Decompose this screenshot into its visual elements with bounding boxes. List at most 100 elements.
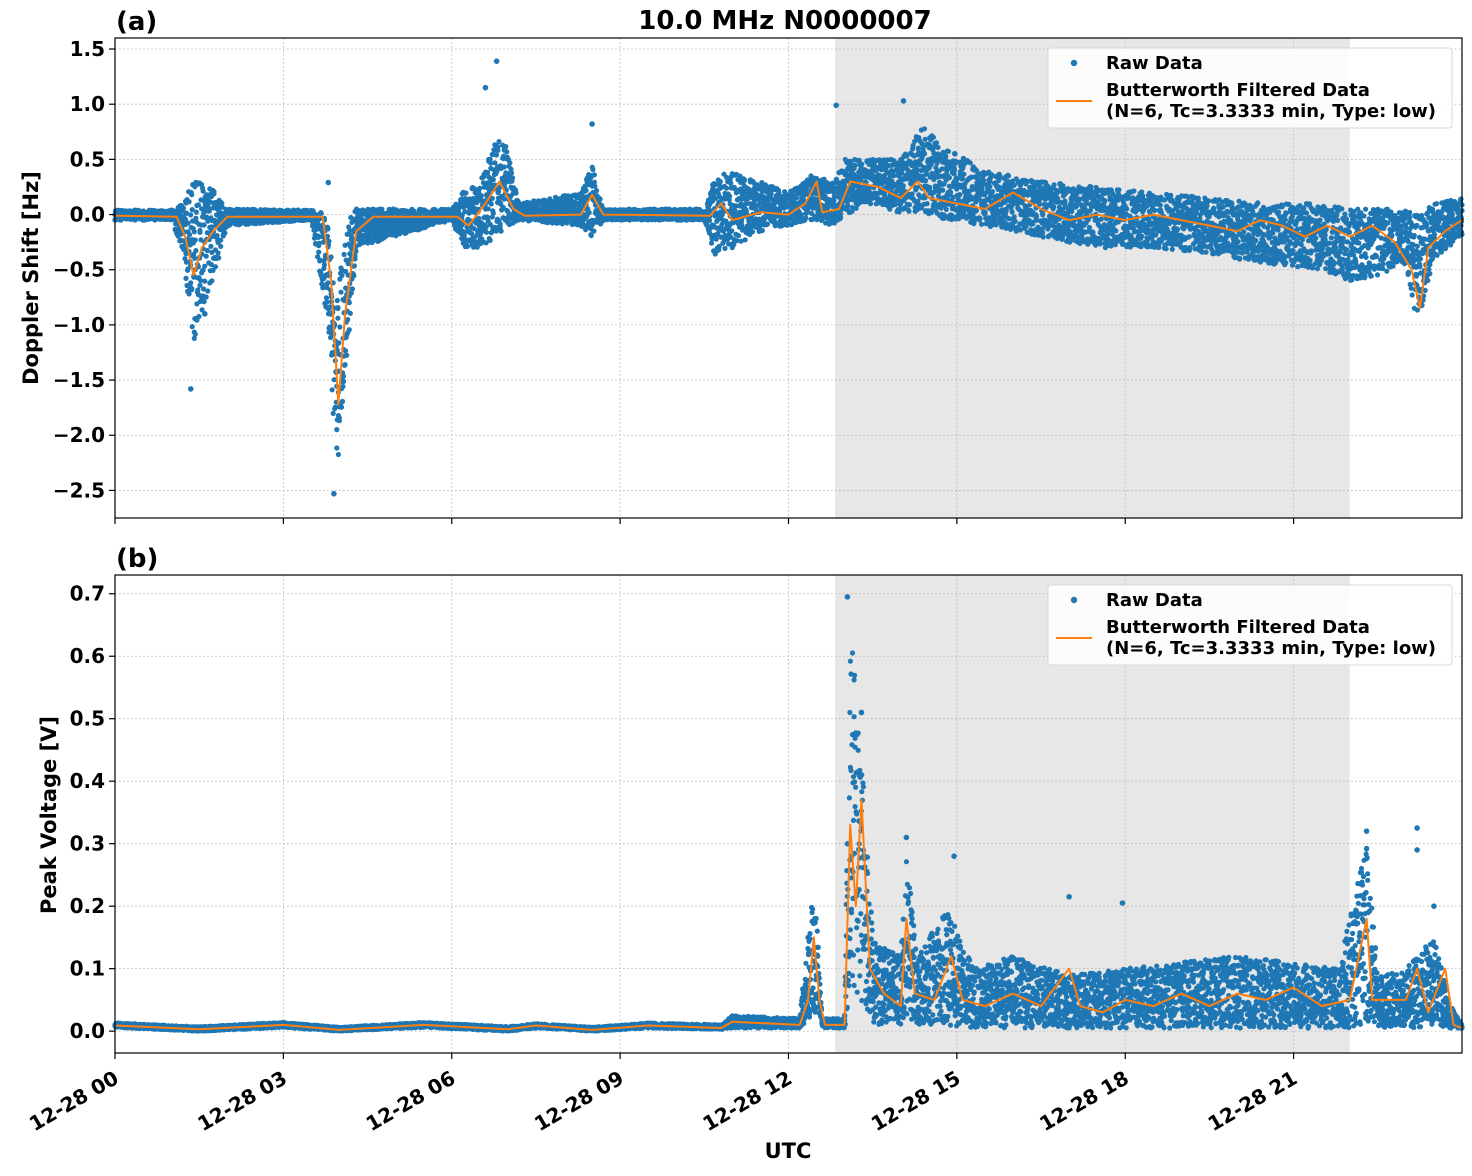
raw-data-point: [499, 229, 504, 234]
raw-data-point: [901, 183, 906, 188]
raw-data-point: [923, 137, 928, 142]
raw-data-point: [718, 179, 723, 184]
raw-data-point: [503, 144, 508, 149]
raw-data-point: [893, 202, 898, 207]
raw-data-point: [322, 262, 327, 267]
raw-data-point: [192, 229, 197, 234]
raw-data-point: [923, 178, 928, 183]
raw-data-point: [504, 149, 509, 154]
raw-data-point: [186, 221, 191, 226]
raw-data-point: [216, 250, 221, 255]
raw-data-point: [590, 167, 595, 172]
raw-data-point: [351, 273, 356, 278]
raw-data-point: [760, 228, 765, 233]
raw-data-point: [494, 152, 499, 157]
raw-data-point: [341, 374, 346, 379]
raw-data-point: [193, 248, 198, 253]
raw-data-point: [187, 232, 192, 237]
raw-data-point: [188, 280, 193, 285]
raw-data-point: [348, 311, 353, 316]
raw-data-point: [935, 145, 940, 150]
raw-data-point: [335, 316, 340, 321]
raw-data-point: [215, 233, 220, 238]
raw-data-point: [188, 212, 193, 217]
raw-data-point: [325, 226, 330, 231]
raw-data-point: [316, 250, 321, 255]
raw-data-point: [707, 218, 712, 223]
raw-data-point: [218, 244, 223, 249]
raw-data-point: [330, 387, 335, 392]
raw-data-point: [589, 233, 594, 238]
raw-data-point: [339, 273, 344, 278]
raw-data-point: [765, 221, 770, 226]
raw-data-point: [592, 172, 597, 177]
raw-data-point: [591, 228, 596, 233]
raw-data-point: [341, 379, 346, 384]
raw-data-point: [347, 327, 352, 332]
raw-data-point: [845, 203, 850, 208]
raw-data-point: [205, 288, 210, 293]
raw-data-point: [940, 188, 945, 193]
raw-data-point: [204, 254, 209, 259]
raw-data-point: [820, 216, 825, 221]
raw-data-point: [325, 280, 330, 285]
raw-data-point: [509, 170, 514, 175]
raw-data-point: [195, 287, 200, 292]
raw-data-point: [502, 164, 507, 169]
raw-data-point: [337, 324, 342, 329]
raw-data-point: [350, 286, 355, 291]
raw-data-point: [479, 193, 484, 198]
raw-data-point: [961, 172, 966, 177]
raw-data-point: [329, 254, 334, 259]
raw-data-point: [335, 298, 340, 303]
raw-data-point: [343, 362, 348, 367]
raw-data-point: [484, 230, 489, 235]
raw-data-point: [344, 353, 349, 358]
raw-data-point: [859, 162, 864, 167]
raw-data-point: [769, 192, 774, 197]
raw-data-point: [952, 167, 957, 172]
raw-data-point: [331, 411, 336, 416]
raw-data-point: [944, 207, 949, 212]
raw-data-point: [736, 233, 741, 238]
raw-data-point: [189, 286, 194, 291]
raw-data-point: [803, 215, 808, 220]
raw-data-point: [340, 384, 345, 389]
raw-data-point: [946, 149, 951, 154]
raw-data-point: [208, 244, 213, 249]
raw-data-point: [343, 348, 348, 353]
raw-data-point: [907, 202, 912, 207]
raw-data-point: [334, 427, 339, 432]
raw-data-point: [340, 399, 345, 404]
raw-data-point: [728, 181, 733, 186]
raw-data-point: [498, 221, 503, 226]
raw-data-point: [477, 186, 482, 191]
raw-data-point: [488, 238, 493, 243]
raw-data-point: [584, 188, 589, 193]
raw-data-point: [345, 317, 350, 322]
raw-data-point: [197, 228, 202, 233]
raw-data-point: [465, 244, 470, 249]
raw-data-point: [722, 246, 727, 251]
raw-data-point: [183, 276, 188, 281]
raw-data-point: [507, 160, 512, 165]
raw-data-point: [338, 290, 343, 295]
raw-data-point: [204, 294, 209, 299]
raw-data-point: [202, 222, 207, 227]
raw-data-point: [194, 210, 199, 215]
raw-data-point: [729, 228, 734, 233]
raw-data-point: [336, 452, 341, 457]
raw-data-point: [222, 230, 227, 235]
raw-data-point: [724, 186, 729, 191]
raw-data-point: [181, 206, 186, 211]
raw-data-point: [495, 144, 500, 149]
raw-data-point: [750, 229, 755, 234]
raw-data-point: [727, 194, 732, 199]
raw-data-point: [922, 126, 927, 131]
raw-data-point: [491, 177, 496, 182]
raw-data-point: [594, 188, 599, 193]
raw-data-point: [968, 160, 973, 165]
raw-data-point: [196, 314, 201, 319]
raw-data-point: [714, 237, 719, 242]
panel-a-ylabel: Doppler Shift [Hz]: [19, 171, 43, 385]
